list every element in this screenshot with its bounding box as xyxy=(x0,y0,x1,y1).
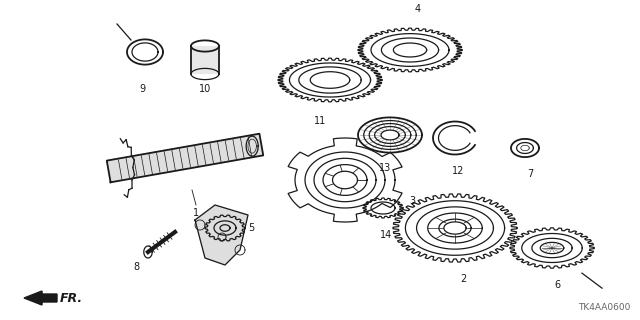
Text: 2: 2 xyxy=(460,274,466,284)
Text: 1: 1 xyxy=(193,208,199,218)
Polygon shape xyxy=(24,291,57,305)
Text: 6: 6 xyxy=(554,280,560,290)
Text: 11: 11 xyxy=(314,116,326,126)
Text: 7: 7 xyxy=(527,169,533,179)
Text: 14: 14 xyxy=(380,230,392,240)
Text: 5: 5 xyxy=(248,223,254,233)
Text: 10: 10 xyxy=(199,84,211,94)
Text: 4: 4 xyxy=(415,4,421,14)
Text: 3: 3 xyxy=(409,196,415,206)
Text: 12: 12 xyxy=(452,166,464,177)
Text: TK4AA0600: TK4AA0600 xyxy=(578,303,630,312)
Text: 9: 9 xyxy=(139,84,145,94)
Text: 8: 8 xyxy=(133,262,139,272)
Polygon shape xyxy=(195,205,248,265)
Polygon shape xyxy=(107,134,263,182)
Text: FR.: FR. xyxy=(60,292,83,305)
FancyBboxPatch shape xyxy=(191,46,219,74)
Text: 13: 13 xyxy=(379,163,391,172)
